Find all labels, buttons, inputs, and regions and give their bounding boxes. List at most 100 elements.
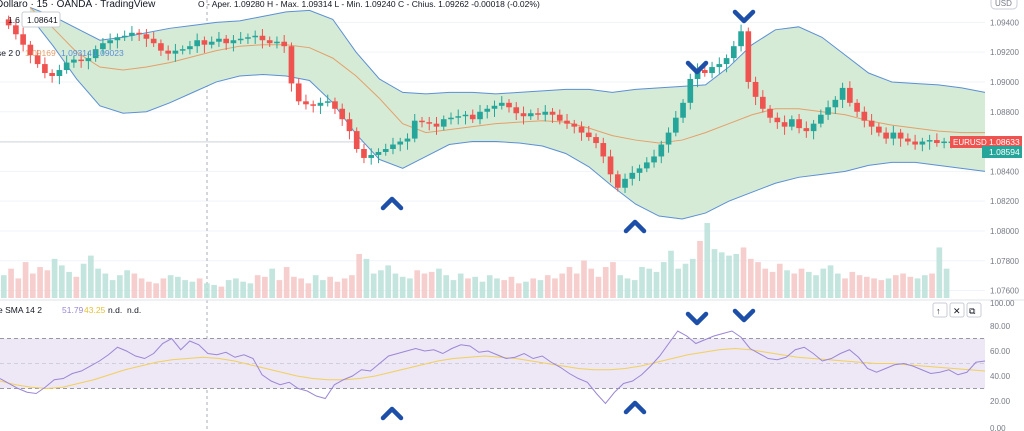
volume-bar (414, 270, 421, 298)
candle-body (767, 108, 773, 118)
candle-body (230, 40, 237, 44)
candle-body (752, 81, 759, 97)
volume-bar (225, 280, 232, 298)
volume-bar (196, 278, 203, 298)
candle-body (716, 64, 723, 68)
volume-bar (385, 265, 392, 298)
volume-bars (1, 223, 950, 298)
volume-bar (885, 278, 892, 298)
price-tick-label: 1.08400 (990, 167, 1019, 176)
volume-bar (566, 267, 573, 298)
move-up-button[interactable] (932, 302, 948, 318)
candle-body (694, 70, 701, 79)
candle-body (404, 138, 411, 142)
volume-bar (689, 258, 696, 298)
price-tick-label: 1.09400 (990, 18, 1019, 27)
candle-body (426, 122, 433, 124)
volume-bar (704, 223, 711, 298)
volume-bar (407, 278, 413, 298)
rsi-tick-label: 80.00 (990, 322, 1011, 331)
arrow-up-icon (380, 406, 404, 421)
volume-bar (269, 268, 275, 298)
close-pane-button[interactable] (949, 302, 965, 318)
candle-body (818, 114, 824, 124)
rsi-tick-label: 40.00 (990, 372, 1011, 381)
volume-bar (581, 260, 587, 298)
candle-body (484, 108, 491, 112)
candle-body (136, 32, 142, 35)
candle-body (208, 41, 215, 45)
volume-bar (929, 273, 935, 298)
bollinger-lower-line (29, 16, 986, 220)
candle-body (20, 34, 26, 45)
candle-body (237, 38, 244, 41)
candle-body (658, 144, 665, 157)
volume-bar (472, 276, 479, 298)
volume-bar (653, 271, 660, 298)
volume-bar (791, 273, 798, 298)
candle-body (789, 119, 795, 127)
candle-body (71, 59, 77, 63)
candle-body (121, 35, 128, 38)
rsi-extra-2: n.d. (127, 305, 141, 315)
maximize-pane-button[interactable] (966, 302, 982, 318)
candle-body (564, 120, 570, 124)
volume-bar (675, 268, 682, 298)
move-up-icon: ↑ (936, 306, 941, 316)
bb-lower-value: 1.09023 (93, 48, 124, 58)
volume-bar (88, 255, 94, 298)
arrow-down-icon (732, 9, 756, 24)
volume-bar (588, 268, 595, 298)
candle-body (440, 119, 447, 127)
candle-body (636, 168, 643, 173)
volume-bar (646, 268, 653, 298)
price-box-value: 1.08641 (27, 15, 58, 25)
volume-bar (813, 275, 819, 298)
rsi-panel (0, 299, 1024, 405)
volume-bar (327, 276, 333, 298)
volume-bar (559, 273, 566, 298)
candle-body (143, 34, 150, 39)
candle-body (665, 132, 672, 145)
volume-bar (189, 281, 196, 298)
candle-body (832, 99, 839, 108)
volume-bar (617, 275, 624, 298)
candle-body (535, 113, 541, 115)
candle-body (607, 156, 614, 175)
volume-bar (552, 278, 558, 298)
arrow-down-icon (732, 308, 756, 323)
candle-body (34, 55, 41, 65)
volume-bar (762, 268, 769, 298)
candle-body (926, 140, 933, 142)
price-panel (0, 0, 986, 431)
volume-bar (73, 276, 80, 298)
volume-bar (443, 275, 450, 298)
volume-bar (769, 271, 776, 298)
volume-bar (262, 276, 268, 298)
candle-body (491, 105, 498, 109)
candle-body (259, 35, 266, 41)
candle-body (346, 119, 353, 132)
candle-body (397, 141, 404, 145)
volume-bar (798, 268, 805, 298)
candle-body (5, 19, 12, 26)
candle-body (353, 131, 360, 149)
candle-body (876, 126, 882, 133)
candle-body (448, 117, 454, 120)
volume-bar (515, 283, 522, 298)
volume-bar (218, 286, 225, 298)
volume-bar (907, 276, 914, 298)
volume-bar (784, 270, 790, 298)
volume-bar (392, 273, 399, 298)
candle-body (934, 140, 940, 144)
candle-body (810, 123, 817, 132)
volume-bar (334, 281, 341, 298)
candle-body (78, 59, 84, 62)
candle-body (419, 120, 425, 123)
volume-bar (501, 280, 508, 298)
rsi-value: 51.79 (62, 305, 84, 315)
candle-body (114, 37, 121, 41)
candle-body (883, 132, 889, 139)
volume-bar (610, 262, 616, 298)
volume-bar (167, 275, 174, 298)
